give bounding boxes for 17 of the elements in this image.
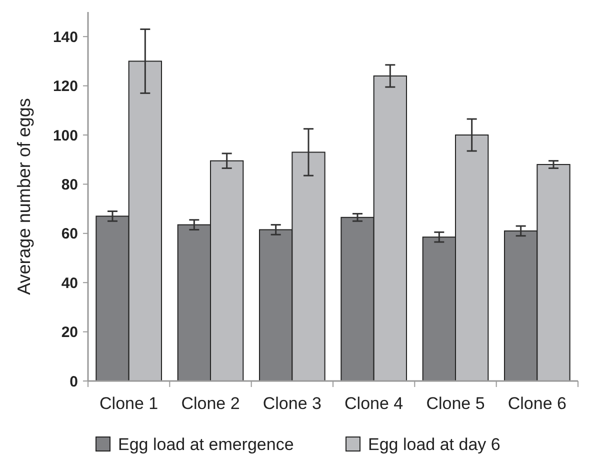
x-tick-label: Clone 3 — [262, 394, 322, 413]
legend-label: Egg load at day 6 — [368, 434, 500, 454]
x-tick-label: Clone 5 — [426, 394, 485, 413]
y-tick-label: 80 — [61, 176, 78, 194]
y-tick-label: 140 — [52, 28, 78, 46]
y-tick-label: 20 — [61, 324, 78, 342]
y-tick-label: 40 — [61, 274, 78, 292]
y-axis-title: Average number of eggs — [14, 98, 34, 295]
x-tick-label: Clone 4 — [344, 394, 404, 413]
y-tick-label: 0 — [70, 373, 78, 390]
y-tick-label: 60 — [61, 226, 78, 243]
x-tick-label: Clone 2 — [181, 394, 240, 413]
y-tick-label: 120 — [52, 78, 78, 96]
y-tick-label: 100 — [52, 127, 78, 144]
legend-label: Egg load at emergence — [118, 434, 294, 454]
x-tick-label: Clone 1 — [100, 394, 158, 413]
x-tick-label: Clone 6 — [508, 394, 566, 413]
